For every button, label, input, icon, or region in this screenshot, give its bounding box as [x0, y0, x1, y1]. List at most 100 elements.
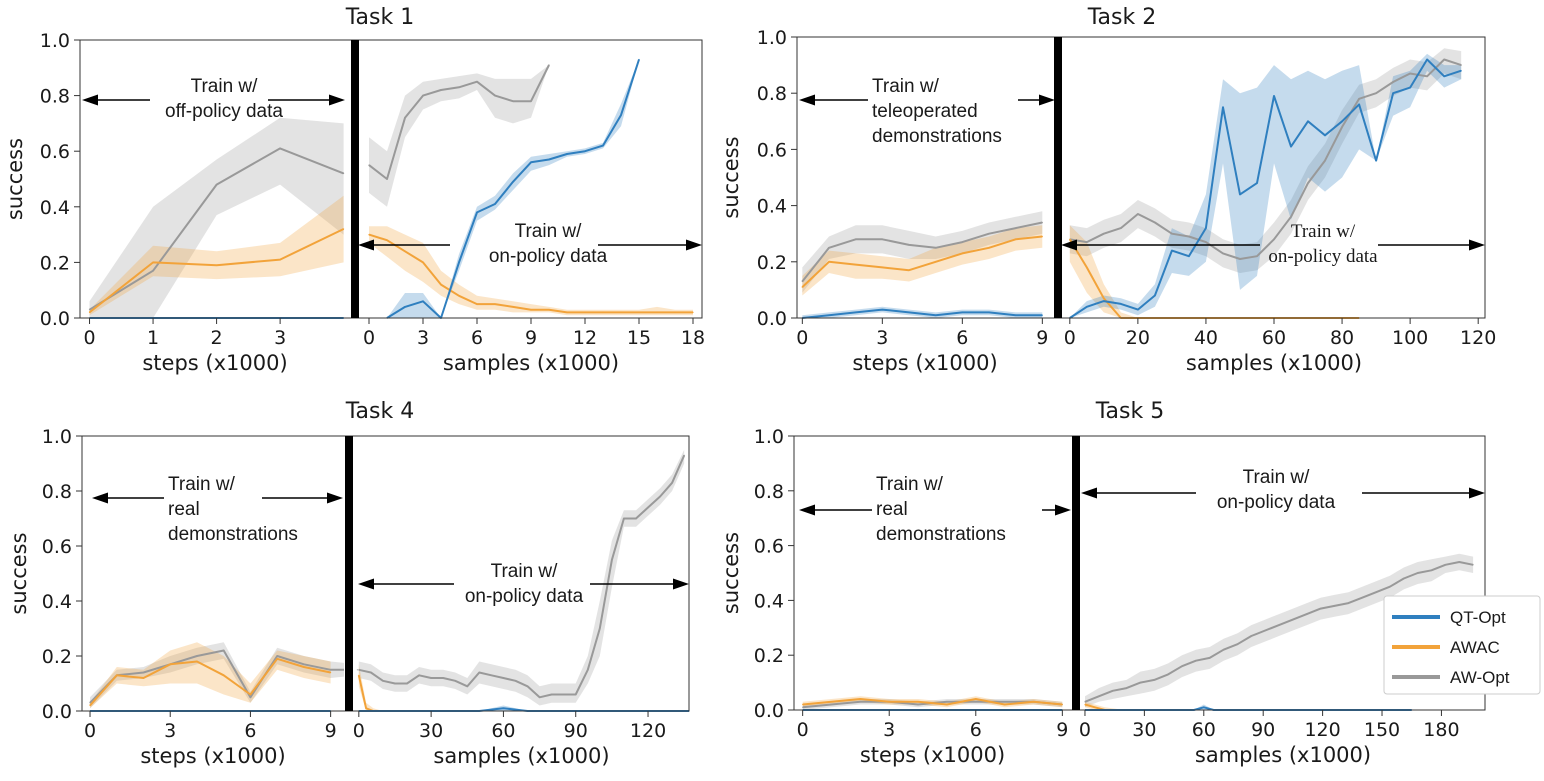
x-tick-label: 3: [164, 720, 176, 742]
data-point-aw-opt: [1347, 602, 1349, 604]
annotation-arrow-head: [329, 94, 345, 106]
data-point-awac: [692, 311, 694, 313]
data-point-aw-opt: [1333, 605, 1336, 607]
data-point-qt-opt: [602, 145, 604, 147]
left-subplot: 0 3 6 9 steps (x1000) Train w/real demonstrati…: [797, 474, 1071, 767]
data-point-awac: [1103, 297, 1105, 299]
data-point-aw-opt: [1154, 221, 1156, 224]
data-point-awac: [620, 311, 622, 313]
series-line-awac: [802, 698, 1063, 706]
band-awac: [1085, 701, 1165, 710]
data-point-aw-opt: [142, 671, 145, 674]
data-point-qt-opt: [458, 261, 460, 263]
data-point-qt-opt: [1460, 70, 1462, 72]
data-point-aw-opt: [1392, 81, 1394, 83]
data-point-awac: [674, 311, 676, 313]
data-point-aw-opt: [961, 241, 963, 243]
data-point-awac: [638, 311, 640, 313]
data-point-aw-opt: [611, 559, 613, 561]
data-point-awac: [303, 666, 305, 668]
data-point-awac: [1004, 703, 1006, 706]
data-point-awac: [89, 704, 91, 707]
data-point-aw-opt: [1443, 58, 1445, 61]
data-point-aw-opt: [859, 701, 862, 703]
data-point-awac: [656, 311, 658, 313]
data-point-awac: [142, 677, 145, 679]
data-point-aw-opt: [196, 655, 198, 657]
x-tick-label: 60: [491, 720, 515, 742]
panel-task-2: Task 2 success 0.0 0.2 0.4 0.6 0.8 1.0 0 3 6 9 steps…: [719, 5, 1496, 375]
data-point-awac: [1094, 706, 1096, 708]
data-point-qt-opt: [1443, 75, 1445, 77]
data-point-aw-opt: [458, 86, 460, 88]
x-tick-label: 120: [630, 720, 666, 742]
y-tick-label: 0.2: [754, 645, 784, 667]
data-point-aw-opt: [356, 669, 358, 671]
panel-title: Task 4: [345, 399, 414, 424]
data-point-aw-opt: [1290, 216, 1292, 218]
annotation-arrow-head: [673, 578, 689, 590]
data-point-qt-opt: [961, 311, 963, 313]
y-tick-label: 0.8: [754, 481, 784, 503]
data-point-awac: [512, 306, 514, 308]
data-point-qt-opt: [584, 150, 586, 152]
data-point-qt-opt: [1120, 303, 1122, 305]
data-point-aw-opt: [988, 233, 990, 235]
x-tick-label: 0: [1064, 327, 1076, 349]
data-point-qt-opt: [828, 314, 830, 316]
data-point-aw-opt: [1084, 701, 1086, 703]
data-point-aw-opt: [1458, 561, 1460, 563]
data-point-qt-opt: [1392, 92, 1394, 94]
data-point-aw-opt: [1223, 649, 1225, 651]
x-tick-label: 120: [1460, 327, 1496, 349]
data-point-aw-opt: [881, 238, 883, 240]
data-point-aw-opt: [514, 680, 517, 682]
data-point-awac: [249, 693, 251, 696]
data-point-qt-opt: [620, 114, 622, 116]
annotation-text: real: [168, 499, 200, 520]
data-point-qt-opt: [1341, 120, 1343, 122]
series-line-qt-opt: [1069, 58, 1462, 319]
data-point-aw-opt: [917, 703, 919, 706]
annotation-text: off-policy data: [165, 101, 283, 122]
data-point-aw-opt: [1137, 213, 1139, 215]
data-point-awac: [343, 228, 345, 230]
annotation-text: demonstrations: [876, 524, 1006, 545]
data-point-awac: [1041, 235, 1043, 238]
data-point-awac: [1032, 701, 1035, 703]
y-tick-label: 0.6: [757, 139, 787, 161]
band-awac: [89, 195, 344, 316]
x-tick-label: 30: [1132, 719, 1156, 741]
annotation-arrow-head: [1055, 504, 1071, 516]
left-subplot: 0 3 6 9 steps (x1000) Train w/teleoperated dem…: [796, 76, 1055, 375]
data-point-qt-opt: [1041, 314, 1043, 316]
data-point-awac: [196, 660, 198, 663]
data-point-aw-opt: [1167, 673, 1169, 676]
annotation-arrow-head: [1469, 239, 1485, 251]
data-point-aw-opt: [539, 696, 541, 698]
x-tick-label: 6: [970, 719, 982, 741]
data-point-aw-opt: [1195, 660, 1197, 662]
x-tick-label: 0: [1079, 719, 1091, 741]
y-axis-label: success: [719, 136, 743, 218]
data-point-aw-opt: [1389, 586, 1391, 588]
data-point-awac: [404, 250, 406, 252]
x-tick-label: 18: [681, 327, 705, 349]
series-line-aw-opt: [801, 221, 1043, 283]
annotation-arrow-head: [799, 94, 815, 106]
data-point-awac: [828, 261, 830, 263]
band-awac: [802, 225, 1043, 296]
data-point-aw-opt: [551, 693, 553, 696]
axes-frame: [79, 39, 703, 319]
data-point-aw-opt: [1086, 241, 1088, 243]
data-point-aw-opt: [1460, 64, 1462, 66]
data-point-qt-opt: [1290, 146, 1292, 148]
x-tick-label: 90: [1251, 719, 1275, 741]
phase-separator: [351, 40, 359, 318]
data-point-aw-opt: [430, 677, 432, 679]
data-point-awac: [440, 284, 442, 286]
x-axis-label: samples (x1000): [1195, 743, 1371, 767]
data-point-aw-opt: [330, 669, 332, 671]
data-point-qt-opt: [855, 311, 857, 313]
